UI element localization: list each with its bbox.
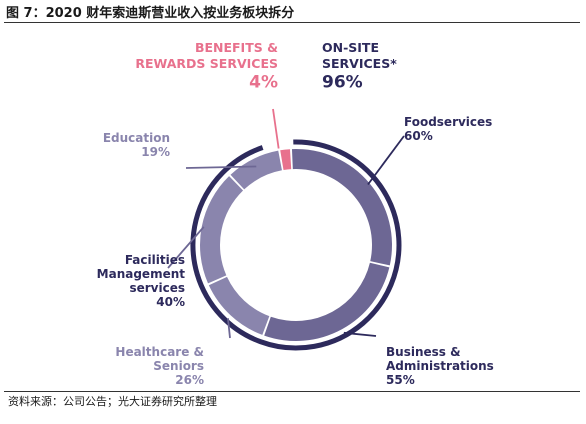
label-on-site-services-name-line: SERVICES* bbox=[322, 56, 397, 71]
label-education-name-line: Education bbox=[103, 131, 170, 145]
inner-slice-foodservices bbox=[291, 148, 392, 266]
title-rule bbox=[4, 22, 580, 23]
label-benefits-rewards-services-value: 4% bbox=[249, 73, 278, 93]
label-benefits-rewards-services-name-line: BENEFITS & bbox=[195, 40, 278, 55]
source-note: 资料来源：公司公告；光大证券研究所整理 bbox=[8, 395, 217, 408]
label-benefits-rewards-services: BENEFITS &REWARDS SERVICES 4% bbox=[135, 40, 278, 93]
leader-benefits-rewards-services bbox=[272, 108, 280, 149]
label-facilities-management-services-value: 40% bbox=[156, 295, 185, 309]
inner-slice-benefits-rewards-services bbox=[280, 149, 292, 171]
leader-foodservices bbox=[367, 135, 405, 186]
figure-title: 图 7：2020 财年索迪斯营业收入按业务板块拆分 bbox=[6, 6, 295, 21]
label-facilities-management-services-name-line: Facilities bbox=[125, 253, 185, 267]
label-facilities-management-services-name-line: Management bbox=[97, 267, 186, 281]
inner-slice-facilities-management-services bbox=[199, 176, 244, 284]
label-foodservices-value: 60% bbox=[404, 129, 433, 143]
label-facilities-management-services-name-line: services bbox=[129, 281, 185, 295]
label-healthcare-seniors-name-line: Healthcare & bbox=[115, 345, 204, 359]
leader-healthcare-seniors bbox=[227, 318, 231, 339]
label-on-site-services-value: 96% bbox=[322, 73, 363, 93]
inner-slice-healthcare-seniors bbox=[208, 276, 270, 335]
label-benefits-rewards-services-name-line: REWARDS SERVICES bbox=[135, 56, 278, 71]
label-business-administrations-name-line: Administrations bbox=[386, 359, 494, 373]
bottom-rule bbox=[4, 391, 580, 392]
leader-education bbox=[185, 165, 257, 169]
label-business-administrations-value: 55% bbox=[386, 373, 415, 387]
label-education-value: 19% bbox=[141, 145, 170, 159]
label-healthcare-seniors-value: 26% bbox=[175, 373, 204, 387]
inner-slice-education bbox=[230, 150, 282, 190]
label-foodservices-name-line: Foodservices bbox=[404, 115, 492, 129]
label-business-administrations-name-line: Business & bbox=[386, 345, 461, 359]
inner-slice-business-administrations bbox=[264, 262, 390, 341]
outer-arc-on-site-services bbox=[190, 139, 402, 351]
inner-ring bbox=[199, 148, 392, 341]
leader-facilities-management-services bbox=[167, 226, 205, 269]
leader-business-administrations bbox=[343, 331, 377, 337]
leader-lines bbox=[167, 108, 405, 339]
label-on-site-services-name-line: ON-SITE bbox=[322, 40, 379, 55]
outer-ring bbox=[190, 139, 402, 351]
label-healthcare-seniors-name-line: Seniors bbox=[153, 359, 204, 373]
